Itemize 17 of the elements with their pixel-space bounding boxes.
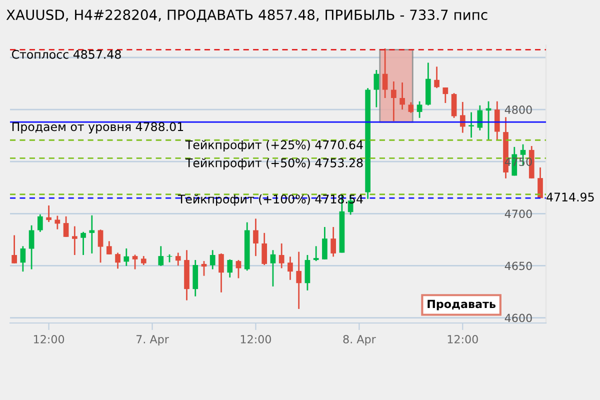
y-tick-label: 4600 — [504, 314, 532, 322]
x-tick-label: 8. Apr — [343, 335, 376, 346]
ref-line-label: Продаем от уровня 4788.01 — [12, 122, 184, 134]
x-tick-label: 7. Apr — [136, 335, 169, 346]
ref-line-label: Тейкпрофит (+25%) 4770.64 — [185, 140, 363, 152]
annotation: Продавать — [428, 300, 496, 310]
x-tick-label: 12:00 — [448, 335, 478, 344]
y-tick-label: 4650 — [504, 262, 532, 270]
ref-line-label: Стоплосс 4857.48 — [12, 50, 121, 59]
y-tick-label: 4750 — [504, 158, 532, 166]
y-tick-label: 4800 — [504, 106, 532, 114]
x-tick-label: 12:00 — [34, 335, 64, 344]
ref-line-label: Тейкпрофит (+50%) 4753.28 — [185, 158, 363, 170]
ref-line-label: 4714.95 — [546, 192, 594, 202]
chart-title: XAUUSD, H4#228204, ПРОДАВАТЬ 4857.48, ПРИБЫЛЬ - 733.7 пипс — [6, 10, 488, 22]
x-tick-label: 12:00 — [240, 335, 271, 344]
y-tick-label: 4700 — [504, 210, 532, 218]
